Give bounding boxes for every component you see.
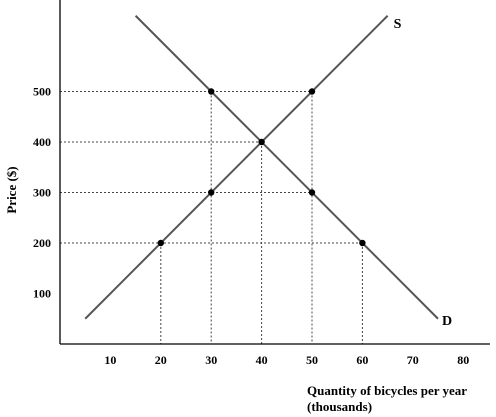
supply-curve-label: S <box>394 17 402 32</box>
x-tick-40: 40 <box>256 353 268 367</box>
x-tick-labels: 10 20 30 40 50 60 70 80 <box>104 353 469 367</box>
point-30-300 <box>208 189 215 196</box>
point-50-500 <box>308 88 316 95</box>
y-tick-100: 100 <box>33 287 51 301</box>
x-tick-30: 30 <box>205 353 217 367</box>
y-tick-labels: 100 200 300 400 500 <box>33 85 51 301</box>
x-tick-50: 50 <box>306 353 318 367</box>
point-40-400 <box>258 138 265 146</box>
x-tick-10: 10 <box>104 353 116 367</box>
supply-curve <box>84 15 389 320</box>
dotted-guides <box>60 91 363 344</box>
x-tick-60: 60 <box>356 353 368 367</box>
x-tick-70: 70 <box>407 353 419 367</box>
x-tick-20: 20 <box>155 353 167 367</box>
x-axis-label-units: (thousands) <box>307 399 372 414</box>
curves <box>84 15 439 320</box>
demand-curve <box>134 15 439 320</box>
point-30-500 <box>208 88 215 95</box>
x-axis-label: Quantity of bicycles per year <box>307 383 467 398</box>
y-tick-400: 400 <box>33 135 51 149</box>
point-20-200 <box>157 239 164 247</box>
axes <box>59 0 490 345</box>
y-tick-200: 200 <box>33 236 51 250</box>
y-axis-label: Price ($) <box>4 166 19 213</box>
demand-curve-label: D <box>442 314 452 329</box>
point-50-300 <box>308 189 316 196</box>
y-tick-500: 500 <box>33 85 51 99</box>
x-tick-80: 80 <box>457 353 469 367</box>
point-60-200 <box>359 239 366 247</box>
y-tick-300: 300 <box>33 186 51 200</box>
intersection-points <box>157 88 366 247</box>
